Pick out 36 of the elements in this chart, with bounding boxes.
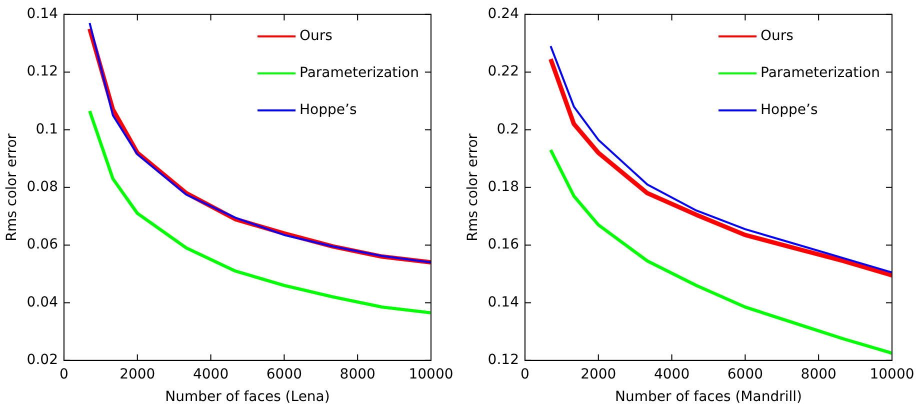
legend-label: Parameterization (300, 65, 420, 82)
y-tick-label: 0.08 (26, 179, 58, 196)
y-tick-label: 0.22 (488, 64, 519, 80)
y-tick-label: 0.14 (488, 294, 520, 310)
x-tick-label: 6000 (727, 366, 764, 382)
x-tick-label: 10000 (870, 366, 914, 382)
legend-label: Ours (760, 28, 794, 44)
y-tick-label: 0.24 (488, 6, 520, 22)
y-tick-label: 0.06 (26, 236, 58, 253)
y-tick-label: 0.2 (496, 121, 519, 138)
x-tick-label: 8000 (340, 366, 376, 382)
x-axis-title: Number of faces (Lena) (165, 389, 330, 406)
x-tick-label: 4000 (654, 366, 690, 382)
y-tick-label: 0.1 (36, 121, 58, 138)
y-tick-label: 0.12 (488, 352, 519, 368)
x-axis-title: Number of faces (Mandrill) (615, 389, 802, 406)
y-tick-label: 0.16 (488, 236, 520, 253)
y-tick-label: 0.18 (488, 179, 519, 196)
y-tick-label: 0.02 (26, 352, 58, 368)
legend-label: Hoppe’s (760, 102, 818, 118)
x-tick-label: 4000 (192, 366, 229, 382)
x-tick-label: 2000 (120, 366, 156, 382)
legend-label: Ours (300, 28, 332, 44)
x-tick-label: 6000 (266, 366, 302, 382)
x-tick-label: 8000 (800, 366, 836, 382)
x-tick-label: 0 (60, 366, 68, 382)
y-axis-title: Rms color error (4, 133, 20, 242)
x-tick-label: 0 (520, 366, 530, 382)
legend-label: Hoppe’s (300, 102, 357, 118)
legend-label: Parameterization (760, 65, 880, 82)
y-tick-label: 0.14 (26, 6, 58, 22)
y-axis-title: Rms color error (465, 133, 482, 242)
x-tick-label: 10000 (408, 366, 454, 382)
y-tick-label: 0.04 (26, 294, 58, 310)
x-tick-label: 2000 (580, 366, 616, 382)
y-tick-label: 0.12 (26, 64, 58, 80)
